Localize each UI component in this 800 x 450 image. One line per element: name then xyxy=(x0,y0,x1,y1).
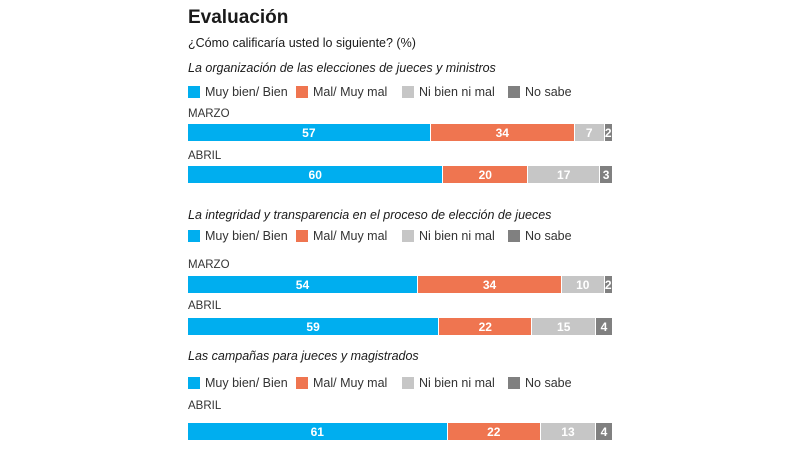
data-label: 4 xyxy=(600,319,608,334)
chart-subtitle: ¿Cómo calificaría usted lo siguiente? (%… xyxy=(188,36,416,50)
row-label: ABRIL xyxy=(188,150,222,162)
bar-segment-no-sabe: 2 xyxy=(603,276,612,293)
data-label: 3 xyxy=(602,167,610,182)
legend-item: Muy bien/ Bien xyxy=(188,376,288,390)
bar-segment-ni-bien-ni-mal: 17 xyxy=(527,166,600,183)
legend-label: Muy bien/ Bien xyxy=(205,376,288,390)
data-label: 22 xyxy=(478,319,492,334)
data-label: 34 xyxy=(482,277,497,292)
bar-segment-no-sabe: 4 xyxy=(595,318,612,335)
legend-swatch xyxy=(508,86,520,98)
legend-label: No sabe xyxy=(525,229,572,243)
data-label: 13 xyxy=(561,424,575,439)
chart-title: Evaluación xyxy=(188,7,289,28)
data-label: 4 xyxy=(600,424,608,439)
bar-segment-mal-muy-mal: 20 xyxy=(442,166,528,183)
bar-segment-mal-muy-mal: 34 xyxy=(429,124,574,141)
bar-segment-muy-bien-bien: 60 xyxy=(188,166,443,183)
data-label: 2 xyxy=(604,277,612,292)
bar-segment-mal-muy-mal: 22 xyxy=(446,423,540,440)
data-label: 34 xyxy=(495,125,509,140)
legend-swatch xyxy=(402,86,414,98)
legend: Muy bien/ Bien Mal/ Muy mal Ni bien ni mal… xyxy=(188,229,612,245)
legend-label: No sabe xyxy=(525,85,572,99)
legend-item: Mal/ Muy mal xyxy=(296,229,387,243)
legend-label: No sabe xyxy=(525,376,572,390)
panel-title: Las campañas para jueces y magistrados xyxy=(188,349,419,363)
legend-swatch xyxy=(296,86,308,98)
row-label: ABRIL xyxy=(188,400,222,412)
legend-item: Mal/ Muy mal xyxy=(296,376,387,390)
data-label: 17 xyxy=(557,167,571,182)
data-label: 15 xyxy=(557,319,571,334)
legend-swatch xyxy=(188,86,200,98)
panel-title: La integridad y transparencia en el proc… xyxy=(188,208,552,222)
bar-segment-muy-bien-bien: 61 xyxy=(188,423,447,440)
legend-label: Ni bien ni mal xyxy=(419,85,495,99)
legend-label: Ni bien ni mal xyxy=(419,376,495,390)
legend-swatch xyxy=(508,230,520,242)
data-label: 57 xyxy=(302,125,316,140)
data-label: 60 xyxy=(308,167,322,182)
legend-swatch xyxy=(296,230,308,242)
legend-label: Mal/ Muy mal xyxy=(313,85,388,99)
legend-item: No sabe xyxy=(508,229,572,243)
data-label: 10 xyxy=(576,277,590,292)
bar-segment-no-sabe: 3 xyxy=(599,166,612,183)
data-label: 54 xyxy=(295,277,310,292)
bar-segment-ni-bien-ni-mal: 7 xyxy=(573,124,604,141)
legend-label: Mal/ Muy mal xyxy=(313,229,388,243)
bar-segment-muy-bien-bien: 54 xyxy=(188,276,417,293)
bar-segment-ni-bien-ni-mal: 10 xyxy=(561,276,604,293)
legend-item: Muy bien/ Bien xyxy=(188,229,288,243)
bar-segment-mal-muy-mal: 22 xyxy=(438,318,532,335)
stacked-bar: 54 34 10 2 xyxy=(188,276,612,293)
legend-item: Ni bien ni mal xyxy=(402,85,495,99)
bar-segment-ni-bien-ni-mal: 15 xyxy=(531,318,596,335)
panel-title: La organización de las elecciones de jue… xyxy=(188,61,496,75)
bar-segment-muy-bien-bien: 57 xyxy=(188,124,430,141)
legend-swatch xyxy=(296,377,308,389)
legend-swatch xyxy=(188,377,200,389)
legend-label: Ni bien ni mal xyxy=(419,229,495,243)
legend-label: Muy bien/ Bien xyxy=(205,85,288,99)
data-label: 7 xyxy=(585,125,593,140)
bar-segment-no-sabe: 2 xyxy=(603,124,612,141)
legend-item: Ni bien ni mal xyxy=(402,376,495,390)
legend-swatch xyxy=(402,377,414,389)
bar-segment-no-sabe: 4 xyxy=(595,423,612,440)
legend-item: Mal/ Muy mal xyxy=(296,85,387,99)
stacked-bar: 61 22 13 4 xyxy=(188,423,612,440)
stacked-bar: 60 20 17 3 xyxy=(188,166,612,183)
data-label: 61 xyxy=(310,424,324,439)
data-label: 20 xyxy=(478,167,492,182)
row-label: MARZO xyxy=(188,108,230,120)
data-label: 2 xyxy=(604,125,612,140)
data-label: 59 xyxy=(306,319,320,334)
legend-item: No sabe xyxy=(508,376,572,390)
legend-item: Muy bien/ Bien xyxy=(188,85,288,99)
row-label: ABRIL xyxy=(188,300,222,312)
row-label: MARZO xyxy=(188,259,230,271)
legend-label: Mal/ Muy mal xyxy=(313,376,388,390)
stacked-bar: 59 22 15 4 xyxy=(188,318,612,335)
bar-segment-muy-bien-bien: 59 xyxy=(188,318,439,335)
data-label: 22 xyxy=(487,424,501,439)
legend-swatch xyxy=(402,230,414,242)
legend-swatch xyxy=(508,377,520,389)
legend: Muy bien/ Bien Mal/ Muy mal Ni bien ni mal… xyxy=(188,85,612,101)
legend-label: Muy bien/ Bien xyxy=(205,229,288,243)
legend-item: No sabe xyxy=(508,85,572,99)
bar-segment-ni-bien-ni-mal: 13 xyxy=(539,423,596,440)
legend-item: Ni bien ni mal xyxy=(402,229,495,243)
stacked-bar: 57 34 7 2 xyxy=(188,124,612,141)
bar-segment-mal-muy-mal: 34 xyxy=(416,276,562,293)
legend: Muy bien/ Bien Mal/ Muy mal Ni bien ni mal… xyxy=(188,376,612,392)
legend-swatch xyxy=(188,230,200,242)
